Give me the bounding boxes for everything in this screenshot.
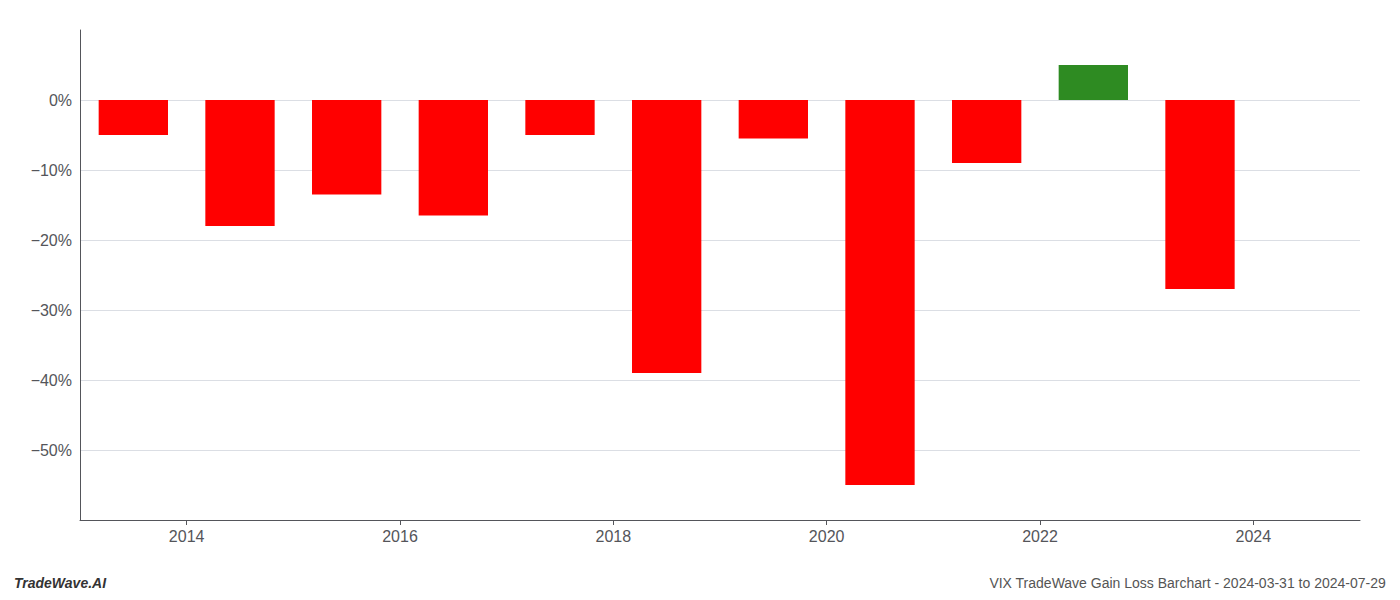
svg-text:−50%: −50% (31, 442, 72, 459)
svg-text:TradeWave.AI: TradeWave.AI (14, 575, 107, 591)
svg-text:−40%: −40% (31, 372, 72, 389)
svg-text:2016: 2016 (382, 528, 418, 545)
svg-text:2024: 2024 (1236, 528, 1272, 545)
svg-text:2014: 2014 (169, 528, 205, 545)
svg-text:2018: 2018 (596, 528, 632, 545)
svg-text:0%: 0% (49, 92, 72, 109)
svg-text:2022: 2022 (1022, 528, 1058, 545)
svg-text:−30%: −30% (31, 302, 72, 319)
svg-text:VIX TradeWave Gain Loss Barcha: VIX TradeWave Gain Loss Barchart - 2024-… (989, 575, 1386, 591)
svg-text:−20%: −20% (31, 232, 72, 249)
svg-text:−10%: −10% (31, 162, 72, 179)
svg-text:2020: 2020 (809, 528, 845, 545)
